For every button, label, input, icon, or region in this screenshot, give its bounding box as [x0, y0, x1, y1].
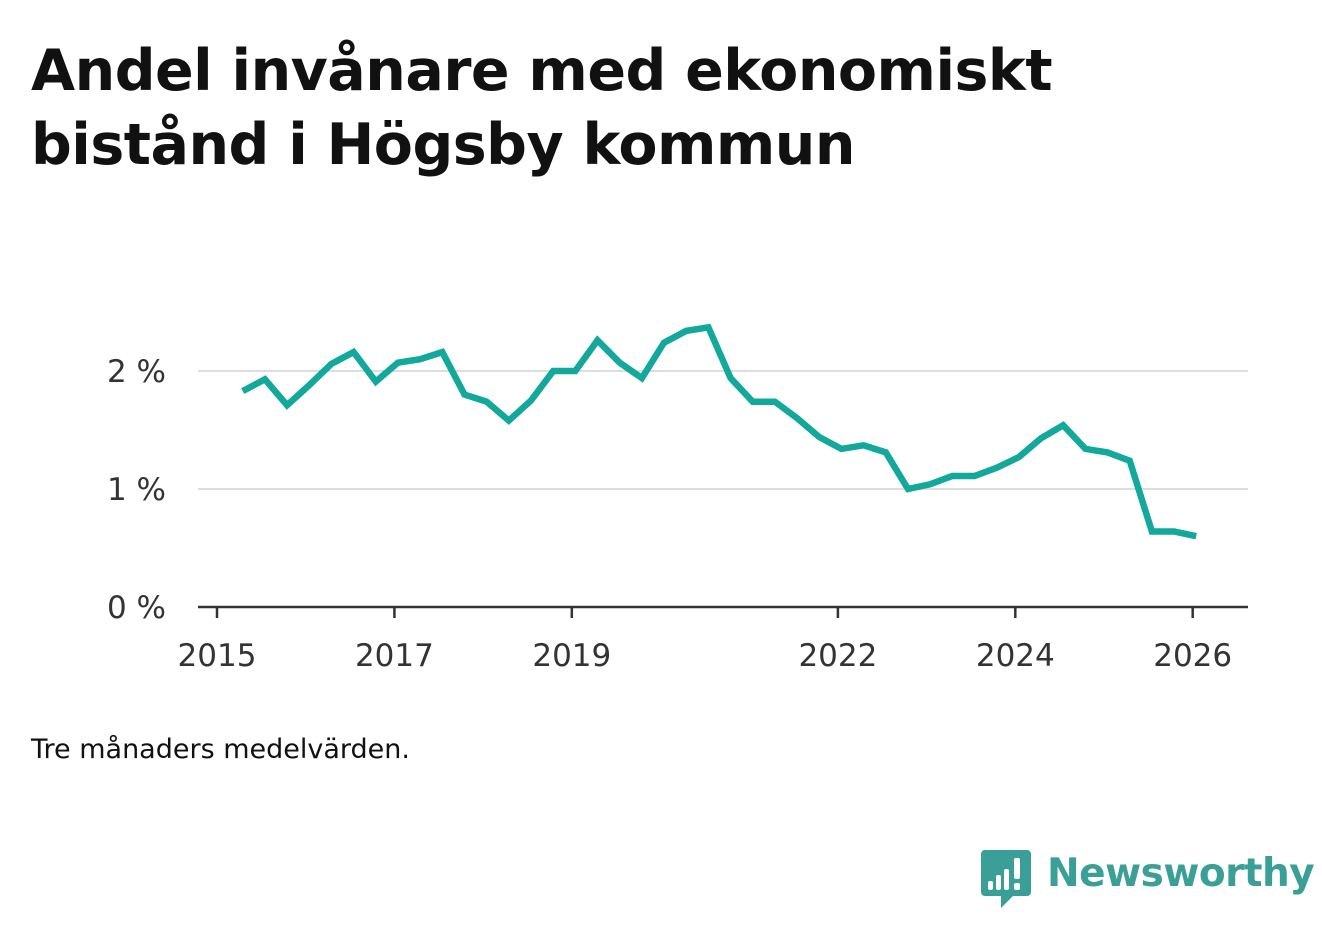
data-point — [595, 337, 601, 343]
brand-name: Newsworthy — [1047, 851, 1315, 896]
data-point — [1082, 446, 1088, 452]
data-point — [528, 398, 534, 404]
data-point — [994, 465, 1000, 471]
data-point — [1105, 449, 1111, 455]
data-point — [1127, 458, 1133, 464]
data-point — [949, 473, 955, 479]
y-tick-label: 0 % — [107, 590, 166, 626]
data-point — [328, 361, 334, 367]
data-point — [683, 328, 689, 334]
data-point — [728, 375, 734, 381]
y-tick-label: 2 % — [107, 354, 166, 390]
data-point — [794, 415, 800, 421]
data-point — [661, 340, 667, 346]
data-point — [772, 399, 778, 405]
series-line-0 — [241, 323, 1197, 540]
data-point — [1171, 529, 1177, 535]
x-tick-label: 2024 — [976, 638, 1055, 674]
data-point — [351, 349, 357, 355]
bar-chart-speech-bubble-icon — [981, 850, 1031, 908]
data-point — [240, 388, 246, 394]
data-point — [861, 442, 867, 448]
data-point — [1060, 422, 1066, 428]
data-point — [905, 486, 911, 492]
x-tick-label: 2026 — [1153, 638, 1232, 674]
data-point — [439, 349, 445, 355]
x-tick-label: 2022 — [798, 638, 877, 674]
x-tick-label: 2017 — [355, 638, 434, 674]
data-point — [705, 324, 711, 330]
data-point — [1149, 529, 1155, 535]
newsworthy-brand: Newsworthy — [981, 850, 1315, 910]
x-tick-label: 2015 — [178, 638, 257, 674]
data-point — [395, 360, 401, 366]
data-point — [373, 379, 379, 385]
chart-caption: Tre månaders medelvärden. — [31, 734, 410, 765]
data-point — [639, 375, 645, 381]
data-point — [1038, 435, 1044, 441]
data-point — [927, 481, 933, 487]
x-axis-labels: 2015 2017 2019 2022 2024 2026 — [178, 638, 1233, 674]
data-point — [284, 402, 290, 408]
data-point — [972, 473, 978, 479]
data-point — [572, 368, 578, 374]
y-tick-label: 1 % — [107, 472, 166, 508]
x-tick-label: 2019 — [532, 638, 611, 674]
data-point — [462, 392, 468, 398]
x-axis — [198, 605, 1248, 618]
data-point — [306, 382, 312, 388]
data-point — [1016, 454, 1022, 460]
data-point — [506, 418, 512, 424]
series-layer — [240, 323, 1199, 540]
chart-title: Andel invånare med ekonomiskt bistånd i … — [31, 38, 1053, 178]
data-point — [550, 368, 556, 374]
data-point — [617, 360, 623, 366]
gridlines — [198, 370, 1248, 490]
data-point — [750, 399, 756, 405]
data-point — [838, 446, 844, 452]
data-point — [417, 356, 423, 362]
data-point — [262, 376, 268, 382]
y-axis-labels: 0 % 1 % 2 % — [107, 354, 166, 626]
data-point — [1193, 533, 1199, 539]
data-point — [883, 449, 889, 455]
data-point — [484, 399, 490, 405]
data-point — [816, 434, 822, 440]
